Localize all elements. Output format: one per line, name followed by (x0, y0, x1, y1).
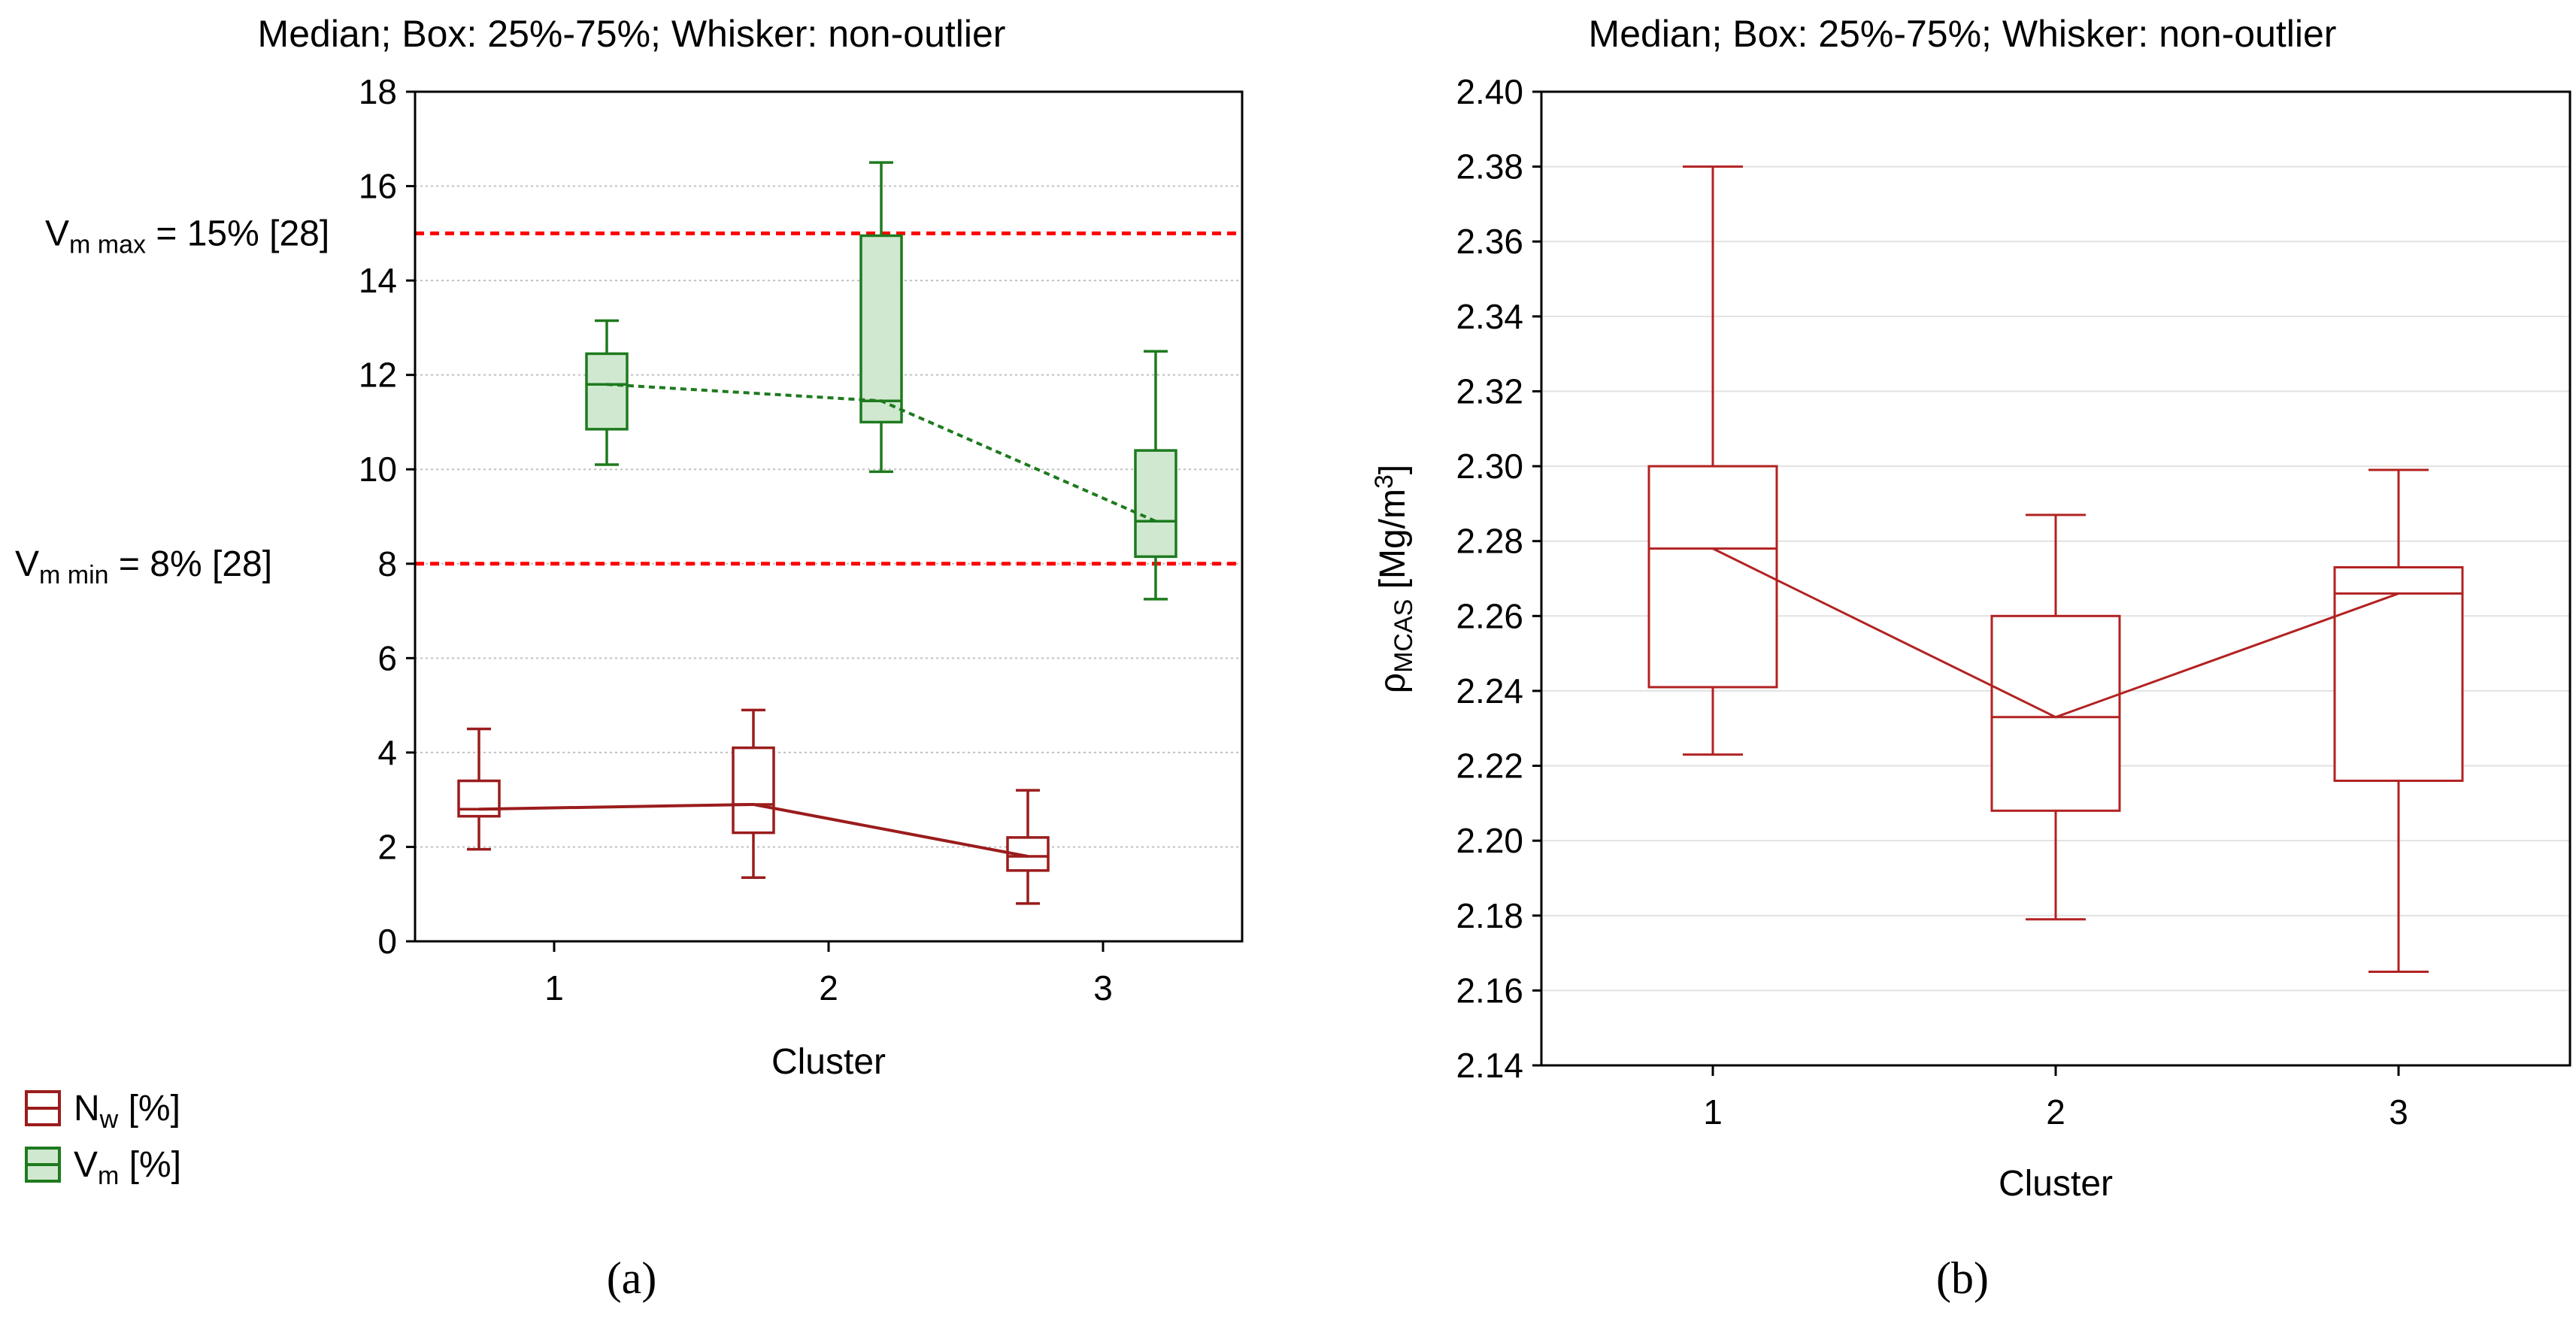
caption-b: (b) (1936, 1253, 1989, 1303)
panel-a-plot-frame (414, 90, 1244, 943)
legend-label-nw: Nw [%] (74, 1089, 180, 1134)
panel-b-y-tick-label: 2.24 (1456, 671, 1523, 710)
median-connector-line (606, 383, 1156, 523)
panel-b-x-tick-label: 2 (2046, 1092, 2065, 1132)
panel-b-y-tick-label: 2.14 (1456, 1046, 1523, 1085)
box-iqr (585, 352, 629, 431)
panel-b: Median; Box: 25%-75%; Whisker: non-outli… (1370, 13, 2571, 1303)
panel-b-y-axis-label: ρMCAS [Mg/m3] (1370, 465, 1418, 693)
panel-a-x-tick-label: 1 (544, 968, 564, 1007)
panel-a: Median; Box: 25%-75%; Whisker: non-outli… (15, 13, 1244, 1303)
median-connector-line (1712, 547, 2399, 719)
panel-a-y-tick-label: 2 (377, 827, 397, 866)
box-iqr (1647, 465, 1778, 689)
panel-b-y-tick-label: 2.20 (1456, 821, 1523, 860)
panel-a-y-tick-label: 16 (359, 167, 397, 206)
panel-a-y-tick-label: 0 (377, 922, 397, 961)
reference-label-vm-max: Vm max = 15% [28] (45, 214, 329, 259)
panel-b-x-axis-label: Cluster (1999, 1164, 2113, 1204)
panel-b-y-tick-label: 2.38 (1456, 147, 1523, 186)
panel-b-y-tick-label: 2.28 (1456, 522, 1523, 561)
panel-b-x-tick-label: 3 (2389, 1092, 2408, 1132)
box-iqr (457, 779, 501, 818)
box-iqr (2333, 566, 2464, 782)
panel-a-x-tick-label: 2 (819, 968, 838, 1007)
panel-a-y-tick-label: 4 (377, 733, 397, 772)
panel-b-y-tick-label: 2.32 (1456, 371, 1523, 411)
box-iqr (1134, 449, 1177, 559)
panel-a-y-tick-label: 18 (359, 72, 397, 111)
panel-a-title: Median; Box: 25%-75%; Whisker: non-outli… (258, 13, 1006, 55)
series-nw (457, 708, 1050, 905)
panel-a-y-tick-label: 14 (359, 261, 397, 300)
box-iqr (1990, 614, 2121, 812)
panel-b-y-tick-label: 2.26 (1456, 596, 1523, 635)
panel-a-y-tick-label: 6 (377, 638, 397, 677)
median-connector-line (478, 802, 1029, 858)
panel-b-title: Median; Box: 25%-75%; Whisker: non-outli… (1589, 13, 2337, 55)
panel-b-y-tick-label: 2.30 (1456, 447, 1523, 486)
panel-b-y-tick-label: 2.36 (1456, 222, 1523, 261)
series-vm (585, 161, 1177, 601)
reference-label-vm-min: Vm min = 8% [28] (15, 544, 272, 589)
panel-a-x-tick-label: 3 (1093, 968, 1113, 1007)
box-iqr (732, 746, 775, 835)
panel-b-y-tick-label: 2.34 (1456, 297, 1523, 336)
panel-b-y-tick-label: 2.16 (1456, 971, 1523, 1010)
panel-a-y-tick-label: 12 (359, 356, 397, 395)
panel-a-x-axis-label: Cluster (771, 1042, 886, 1082)
legend-label-vm: Vm [%] (74, 1145, 181, 1190)
panel-b-y-tick-label: 2.18 (1456, 896, 1523, 935)
series-rho-mcas (1647, 165, 2464, 973)
panel-a-y-tick-label: 10 (359, 450, 397, 489)
panel-a-y-tick-label: 8 (377, 544, 397, 583)
box-iqr (859, 234, 903, 424)
panel-b-y-tick-label: 2.40 (1456, 72, 1523, 111)
panel-b-y-tick-label: 2.22 (1456, 747, 1523, 786)
panel-b-x-tick-label: 1 (1703, 1092, 1723, 1132)
caption-a: (a) (607, 1253, 657, 1303)
